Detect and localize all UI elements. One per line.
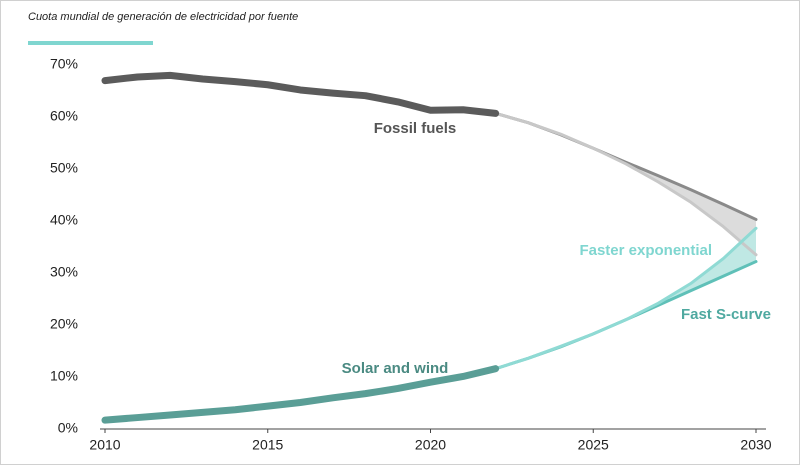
x-tick-label: 2015 bbox=[252, 437, 283, 453]
series-label: Fossil fuels bbox=[374, 120, 457, 137]
projection-label: Fast S-curve bbox=[681, 306, 771, 323]
series-line bbox=[101, 365, 500, 424]
series-line bbox=[101, 71, 500, 117]
x-tick-label: 2020 bbox=[415, 437, 446, 453]
y-tick-label: 60% bbox=[50, 108, 78, 124]
y-tick-label: 40% bbox=[50, 212, 78, 228]
y-tick-label: 20% bbox=[50, 316, 78, 332]
projection-line bbox=[494, 111, 758, 257]
y-tick-label: 0% bbox=[58, 420, 78, 436]
x-tick-label: 2010 bbox=[89, 437, 120, 453]
y-tick-label: 50% bbox=[50, 160, 78, 176]
y-tick-label: 70% bbox=[50, 56, 78, 72]
projection-label: Faster exponential bbox=[579, 242, 712, 259]
projection-line bbox=[494, 226, 758, 371]
y-tick-label: 30% bbox=[50, 264, 78, 280]
series-label: Solar and wind bbox=[342, 360, 449, 377]
y-tick-label: 10% bbox=[50, 368, 78, 384]
x-tick-label: 2030 bbox=[740, 437, 771, 453]
title-accent bbox=[28, 41, 153, 45]
chart-title: Cuota mundial de generación de electrici… bbox=[28, 11, 298, 23]
x-tick-label: 2025 bbox=[578, 437, 609, 453]
